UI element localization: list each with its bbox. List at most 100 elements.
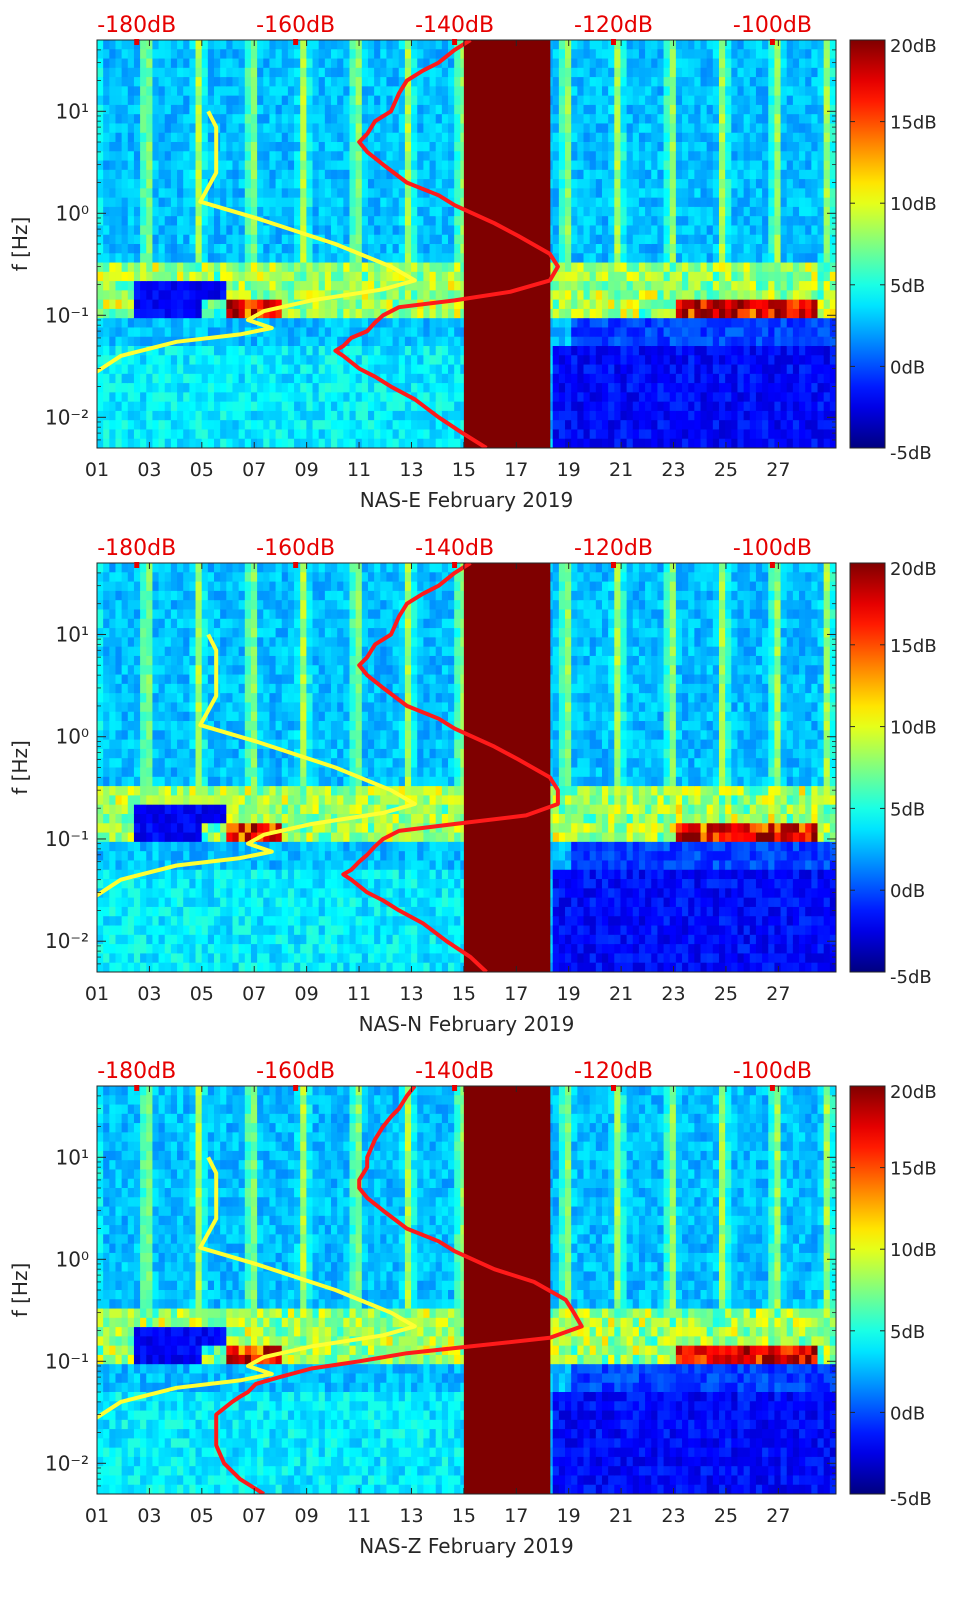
heatmap-cell bbox=[398, 234, 406, 245]
heatmap-cell bbox=[755, 392, 763, 403]
heatmap-cell bbox=[109, 77, 117, 87]
heatmap-cell bbox=[250, 410, 258, 421]
heatmap-cell bbox=[158, 410, 166, 421]
heatmap-cell bbox=[361, 123, 369, 134]
heatmap-cell bbox=[312, 104, 320, 115]
heatmap-cell bbox=[404, 244, 412, 254]
heatmap-cell bbox=[694, 327, 702, 338]
heatmap-cell bbox=[158, 281, 166, 291]
heatmap-cell bbox=[743, 327, 751, 338]
heatmap-cell bbox=[146, 401, 154, 412]
heatmap-cell bbox=[238, 318, 246, 329]
heatmap-cell bbox=[361, 281, 369, 291]
heatmap-cell bbox=[115, 86, 123, 97]
heatmap-cell bbox=[749, 244, 757, 254]
heatmap-cell bbox=[725, 188, 732, 199]
heatmap-cell bbox=[645, 67, 652, 78]
heatmap-cell bbox=[140, 281, 147, 291]
heatmap-cell bbox=[706, 281, 714, 291]
heatmap-cell bbox=[121, 216, 129, 227]
heatmap-cell bbox=[706, 114, 714, 125]
heatmap-cell bbox=[97, 160, 104, 171]
heatmap-cell bbox=[127, 188, 135, 199]
heatmap-cell bbox=[398, 104, 406, 115]
heatmap-cell bbox=[786, 299, 794, 310]
heatmap-cell bbox=[762, 40, 769, 50]
heatmap-cell bbox=[140, 392, 147, 403]
heatmap-cell bbox=[441, 364, 449, 375]
heatmap-cell bbox=[398, 355, 406, 366]
heatmap-cell bbox=[294, 151, 301, 162]
heatmap-cell bbox=[792, 114, 800, 125]
heatmap-cell bbox=[595, 392, 603, 403]
heatmap-cell bbox=[177, 364, 184, 375]
heatmap-cell bbox=[220, 123, 227, 134]
heatmap-cell bbox=[768, 234, 776, 245]
heatmap-cell bbox=[755, 438, 763, 448]
heatmap-cell bbox=[762, 197, 769, 208]
heatmap-cell bbox=[207, 67, 215, 78]
heatmap-cell bbox=[786, 114, 794, 125]
heatmap-cell bbox=[417, 327, 424, 338]
heatmap-cell bbox=[737, 373, 745, 384]
heatmap-cell bbox=[743, 132, 751, 143]
heatmap-cell bbox=[183, 290, 190, 301]
heatmap-cell bbox=[762, 49, 769, 60]
heatmap-cell bbox=[589, 355, 597, 366]
heatmap-cell bbox=[595, 262, 603, 273]
heatmap-cell bbox=[638, 104, 646, 115]
heatmap-cell bbox=[571, 197, 578, 208]
heatmap-cell bbox=[417, 40, 424, 50]
heatmap-cell bbox=[552, 346, 560, 356]
heatmap-cell bbox=[601, 77, 609, 87]
heatmap-cell bbox=[158, 318, 166, 329]
heatmap-cell bbox=[700, 169, 708, 180]
heatmap-cell bbox=[448, 438, 455, 448]
heatmap-cell bbox=[164, 299, 172, 310]
heatmap-cell bbox=[337, 336, 344, 347]
heatmap-cell bbox=[749, 271, 757, 282]
heatmap-cell bbox=[700, 373, 708, 384]
heatmap-cell bbox=[786, 188, 794, 199]
heatmap-cell bbox=[238, 281, 246, 291]
heatmap-cell bbox=[189, 429, 197, 440]
heatmap-cell bbox=[441, 420, 449, 431]
heatmap-cell bbox=[583, 77, 591, 87]
heatmap-cell bbox=[318, 132, 326, 143]
heatmap-cell bbox=[355, 308, 363, 319]
heatmap-cell bbox=[275, 262, 283, 273]
heatmap-cell bbox=[700, 234, 708, 245]
heatmap-cell bbox=[232, 114, 240, 125]
heatmap-cell bbox=[577, 410, 585, 421]
heatmap-cell bbox=[306, 77, 314, 87]
heatmap-cell bbox=[189, 77, 197, 87]
heatmap-cell bbox=[189, 40, 197, 50]
heatmap-cell bbox=[380, 253, 388, 264]
heatmap-cell bbox=[417, 281, 424, 291]
heatmap-cell bbox=[454, 373, 461, 384]
heatmap-cell bbox=[318, 49, 326, 60]
heatmap-cell bbox=[281, 114, 289, 125]
heatmap-cell bbox=[725, 364, 732, 375]
heatmap-cell bbox=[109, 104, 117, 115]
heatmap-cell bbox=[121, 234, 129, 245]
heatmap-cell bbox=[435, 299, 443, 310]
heatmap-cell bbox=[651, 327, 659, 338]
heatmap-cell bbox=[626, 225, 634, 236]
heatmap-cell bbox=[583, 392, 591, 403]
heatmap-cell bbox=[109, 373, 117, 384]
heatmap-cell bbox=[441, 95, 449, 106]
heatmap-cell bbox=[146, 58, 154, 69]
heatmap-cell bbox=[103, 234, 110, 245]
heatmap-cell bbox=[423, 197, 431, 208]
heatmap-cell bbox=[626, 142, 634, 152]
heatmap-cell bbox=[287, 290, 295, 301]
heatmap-cell bbox=[140, 401, 147, 412]
heatmap-cell bbox=[367, 188, 375, 199]
heatmap-cell bbox=[755, 429, 763, 440]
heatmap-cell bbox=[743, 244, 751, 254]
heatmap-cell bbox=[312, 364, 320, 375]
heatmap-cell bbox=[109, 234, 117, 245]
heatmap-cell bbox=[300, 327, 307, 338]
heatmap-cell bbox=[214, 225, 221, 236]
